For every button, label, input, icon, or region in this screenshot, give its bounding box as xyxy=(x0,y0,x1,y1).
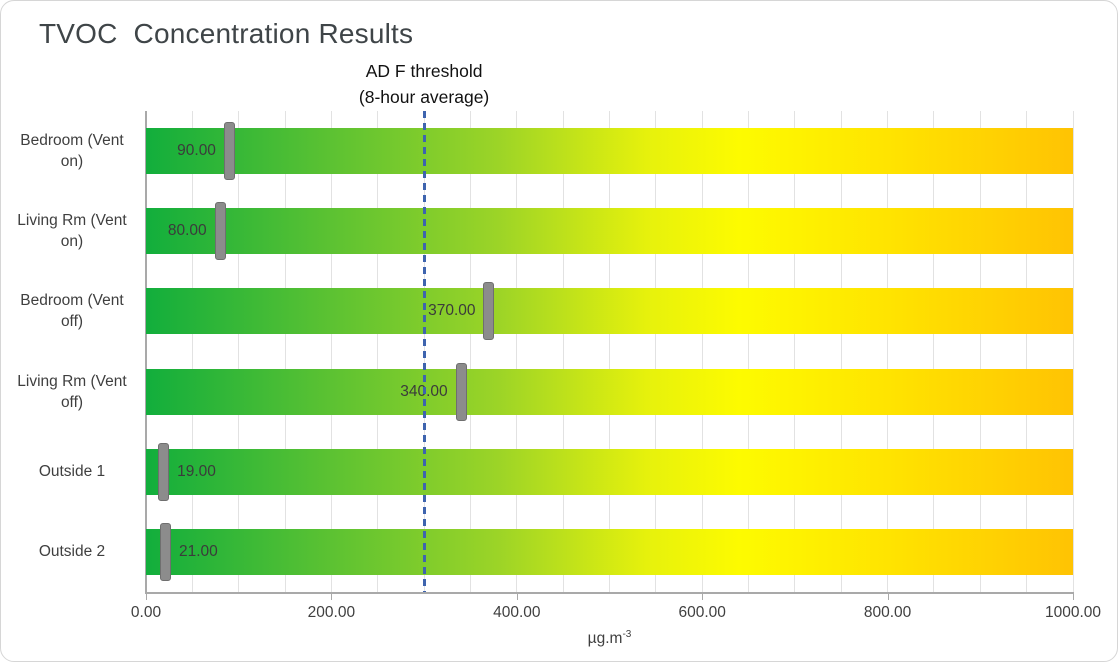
axis-unit-exponent: -3 xyxy=(622,629,632,640)
bar-track xyxy=(146,368,1073,415)
x-axis-tick-label: 600.00 xyxy=(678,604,726,621)
value-marker xyxy=(214,202,226,261)
gridline xyxy=(1072,111,1074,592)
value-marker xyxy=(159,522,171,581)
threshold-line xyxy=(422,111,426,592)
gridline xyxy=(191,111,193,592)
bar-track xyxy=(146,288,1073,335)
bar-track xyxy=(146,208,1073,255)
gridline xyxy=(933,111,935,592)
bar-track xyxy=(146,128,1073,175)
gridline xyxy=(748,111,750,592)
bar-track xyxy=(146,528,1073,575)
threshold-annotation-line1: AD F threshold xyxy=(365,61,483,81)
gridline xyxy=(609,111,610,592)
category-label-1: Bedroom (Vent on) xyxy=(20,132,124,171)
bar-value-label: 370.00 xyxy=(428,302,476,320)
axis-unit-base: µg.m xyxy=(587,630,623,648)
bar-value-label: 90.00 xyxy=(177,142,216,160)
category-label-2: Living Rm (Vent on) xyxy=(17,212,127,251)
x-axis-tick xyxy=(146,592,147,600)
bar-value-label: 19.00 xyxy=(177,462,216,480)
x-axis-line xyxy=(145,592,1073,594)
value-marker xyxy=(455,362,467,421)
gridline xyxy=(377,111,379,592)
gridline xyxy=(238,111,240,592)
gridline xyxy=(284,111,286,592)
gridline xyxy=(887,111,889,592)
category-label-4: Living Rm (Vent off) xyxy=(17,372,127,411)
x-axis-tick xyxy=(702,592,704,600)
gridline xyxy=(979,111,981,592)
x-axis-tick-label: 800.00 xyxy=(863,604,912,621)
chart-title: TVOC Concentration Results xyxy=(39,18,414,49)
gridline xyxy=(840,111,842,592)
x-axis-tick xyxy=(1073,592,1074,600)
x-axis-tick xyxy=(331,592,333,600)
gridline xyxy=(516,111,518,592)
bar-track xyxy=(146,448,1073,495)
gridline xyxy=(655,111,657,592)
x-axis-tick-label: 1000.00 xyxy=(1044,604,1102,621)
threshold-annotation-line2: (8-hour average) xyxy=(358,87,490,107)
bar-value-label: 21.00 xyxy=(178,542,218,560)
gridline xyxy=(1026,111,1028,592)
gridline xyxy=(469,111,471,592)
value-marker xyxy=(483,282,495,341)
value-marker xyxy=(223,122,235,181)
category-label-6: Outside 2 xyxy=(38,543,106,561)
x-axis-tick-label: 0.00 xyxy=(130,604,162,621)
bar-value-label: 80.00 xyxy=(167,222,207,240)
x-axis-tick xyxy=(516,592,518,600)
gridline xyxy=(330,111,332,592)
value-marker xyxy=(158,442,170,501)
x-axis-tick-label: 200.00 xyxy=(307,604,356,621)
axis-unit-label: µg.m-3 xyxy=(588,629,632,648)
x-axis-tick xyxy=(887,592,889,600)
threshold-annotation: AD F threshold (8-hour average) xyxy=(359,58,489,110)
y-axis-line xyxy=(145,111,147,592)
category-label-5: Outside 1 xyxy=(38,463,106,481)
category-label-3: Bedroom (Vent off) xyxy=(20,292,124,331)
gridline xyxy=(701,111,703,592)
gridline xyxy=(794,111,796,592)
gridline xyxy=(562,111,564,592)
x-axis-tick-label: 400.00 xyxy=(493,604,541,621)
